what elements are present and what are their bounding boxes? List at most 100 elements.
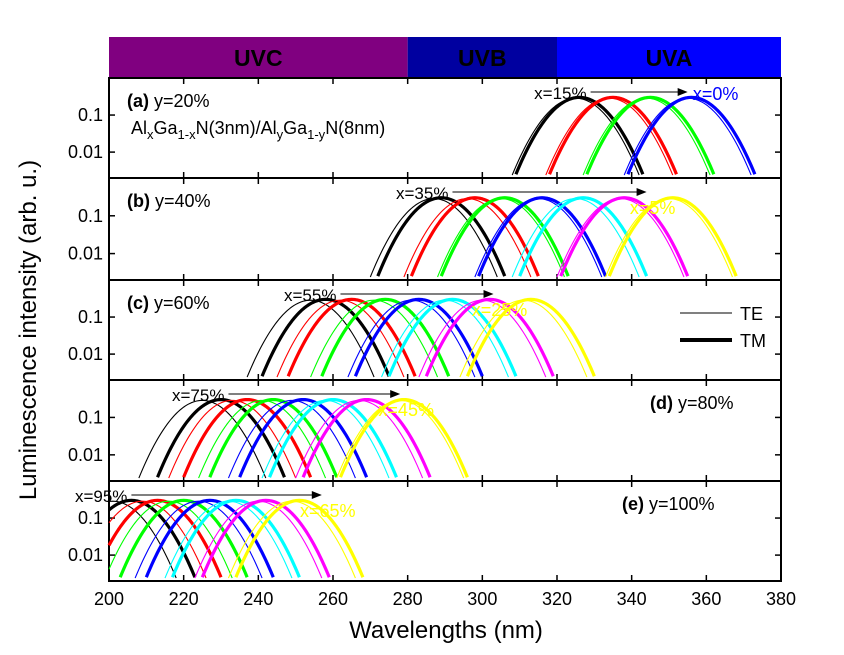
uv-band-label-uvb: UVB xyxy=(458,45,507,71)
start-annotation: x=75% xyxy=(172,386,224,405)
structure-formula: AlxGa1-xN(3nm)/AlyGa1-yN(8nm) xyxy=(131,118,385,142)
formula-part: N(3nm)/Al xyxy=(196,118,277,138)
y-tick-label: 0.1 xyxy=(78,206,103,226)
end-annotation: x=5% xyxy=(630,198,676,218)
spectrum-te-x0 xyxy=(623,97,752,176)
formula-part: N(8nm) xyxy=(325,118,385,138)
spectrum-tm-x60 xyxy=(238,397,369,478)
y-tick-label: 0.1 xyxy=(78,307,103,327)
y-tick-label: 0.1 xyxy=(78,105,103,125)
spectrum-tm-x55 xyxy=(260,297,391,377)
spectrum-tm-x5 xyxy=(585,95,716,175)
formula-subscript: 1-y xyxy=(307,127,326,142)
spectrum-tm-x65 xyxy=(208,397,339,478)
panel-label: (d) y=80% xyxy=(650,393,734,413)
y-axis-label: Luminescence intensity (arb. u.) xyxy=(15,160,42,500)
panel-label-value: y=40% xyxy=(150,191,211,211)
spectrum-te-x10 xyxy=(545,97,674,176)
spectrum-tm-x20 xyxy=(477,196,608,277)
panel-label-value: y=60% xyxy=(149,293,210,313)
spectrum-tm-x45 xyxy=(320,297,451,377)
legend: TE TM xyxy=(680,304,766,351)
panel-label-value: y=100% xyxy=(644,494,715,514)
y-tick-label: 0.01 xyxy=(68,344,103,364)
panel-label: (a) y=20% xyxy=(127,91,210,111)
spectrum-tm-x30 xyxy=(409,196,540,277)
x-tick-label: 360 xyxy=(691,589,721,609)
spectrum-tm-x85 xyxy=(118,498,249,578)
panel-label-letter: (b) xyxy=(127,191,150,211)
y-tick-label: 0.1 xyxy=(78,508,103,528)
spectrum-tm-x5 xyxy=(607,196,738,277)
panel-label-value: y=20% xyxy=(149,91,210,111)
spectrum-tm-x80 xyxy=(144,498,275,578)
panel-label-letter: (a) xyxy=(127,91,149,111)
formula-part: Al xyxy=(131,118,147,138)
spectrum-tm-x35 xyxy=(387,297,518,377)
spectrum-tm-x15 xyxy=(514,95,645,175)
shift-arrow-head xyxy=(677,88,688,96)
uv-band-header: UVC UVB UVA xyxy=(109,37,781,78)
spectrum-tm-x50 xyxy=(301,397,432,478)
start-annotation: x=55% xyxy=(284,286,336,305)
plot-area: 0.10.01x=15% x=0%(a) y=20%AlxGa1-xN(3nm)/… xyxy=(68,77,796,609)
spectrum-te-x55 xyxy=(246,299,375,378)
panel-label: (c) y=60% xyxy=(127,293,210,313)
shift-arrow-head xyxy=(483,290,494,298)
legend-te-label: TE xyxy=(740,304,763,324)
spectrum-tm-x10 xyxy=(559,196,690,277)
formula-subscript: 1-x xyxy=(178,127,197,142)
panel-label-value: y=80% xyxy=(673,393,734,413)
spectrum-tm-x35 xyxy=(376,196,507,277)
panel-label: (e) y=100% xyxy=(622,494,715,514)
spectrum-tm-x75 xyxy=(170,498,301,578)
y-tick-label: 0.01 xyxy=(68,545,103,565)
legend-tm-label: TM xyxy=(740,331,766,351)
x-tick-label: 380 xyxy=(766,589,796,609)
formula-subscript: y xyxy=(277,127,284,142)
y-tick-label: 0.01 xyxy=(68,445,103,465)
spectrum-tm-x55 xyxy=(268,397,398,478)
panel-c: 0.1 0.01 x=55% x=25% (c) y=60% xyxy=(68,279,782,381)
uv-band-uvb xyxy=(407,37,557,78)
shift-arrow-head xyxy=(311,491,322,499)
uv-band-uva xyxy=(557,37,781,78)
spectrum-tm-x25 xyxy=(439,196,570,277)
y-tick-label: 0.1 xyxy=(78,407,103,427)
panel-label-letter: (d) xyxy=(650,393,673,413)
spectrum-te-x70 xyxy=(168,399,297,479)
spectrum-tm-x95 xyxy=(107,498,197,578)
end-annotation: x=45% xyxy=(378,400,434,420)
spectrum-tm-x10 xyxy=(548,95,678,175)
panel-b: 0.1 0.01 x=35% x=5% (b) y=40% xyxy=(68,177,782,281)
x-tick-label: 260 xyxy=(318,589,348,609)
panel-d: 0.1 0.01 x=75% x=45% (d) y=80% xyxy=(68,379,782,482)
x-tick-label: 220 xyxy=(169,589,199,609)
panel-label-letter: (c) xyxy=(127,293,149,313)
y-tick-label: 0.01 xyxy=(68,142,103,162)
uv-band-label-uvc: UVC xyxy=(234,45,283,71)
x-tick-label: 340 xyxy=(617,589,647,609)
spectrum-tm-x15 xyxy=(518,196,649,277)
x-tick-label: 200 xyxy=(94,589,124,609)
spectrum-tm-x40 xyxy=(353,297,484,377)
spectrum-tm-x25 xyxy=(465,297,596,377)
spectrum-tm-x70 xyxy=(200,498,331,578)
formula-part: Ga xyxy=(283,118,308,138)
spectrum-tm-x0 xyxy=(626,95,757,175)
end-annotation: x=0% xyxy=(693,84,739,104)
shift-arrow-head xyxy=(390,390,401,398)
spectrum-te-x85 xyxy=(108,500,233,579)
start-annotation: x=15% xyxy=(534,84,586,103)
x-tick-label: 300 xyxy=(467,589,497,609)
uv-band-label-uva: UVA xyxy=(646,45,693,71)
formula-part: Ga xyxy=(154,118,179,138)
y-tick-label: 0.01 xyxy=(68,244,103,264)
panel-label-letter: (e) xyxy=(622,494,644,514)
spectrum-te-x15 xyxy=(511,97,640,176)
panel-label: (b) y=40% xyxy=(127,191,211,211)
spectrum-tm-x30 xyxy=(424,297,555,377)
x-tick-label: 280 xyxy=(393,589,423,609)
x-axis-label: Wavelengths (nm) xyxy=(349,617,543,644)
